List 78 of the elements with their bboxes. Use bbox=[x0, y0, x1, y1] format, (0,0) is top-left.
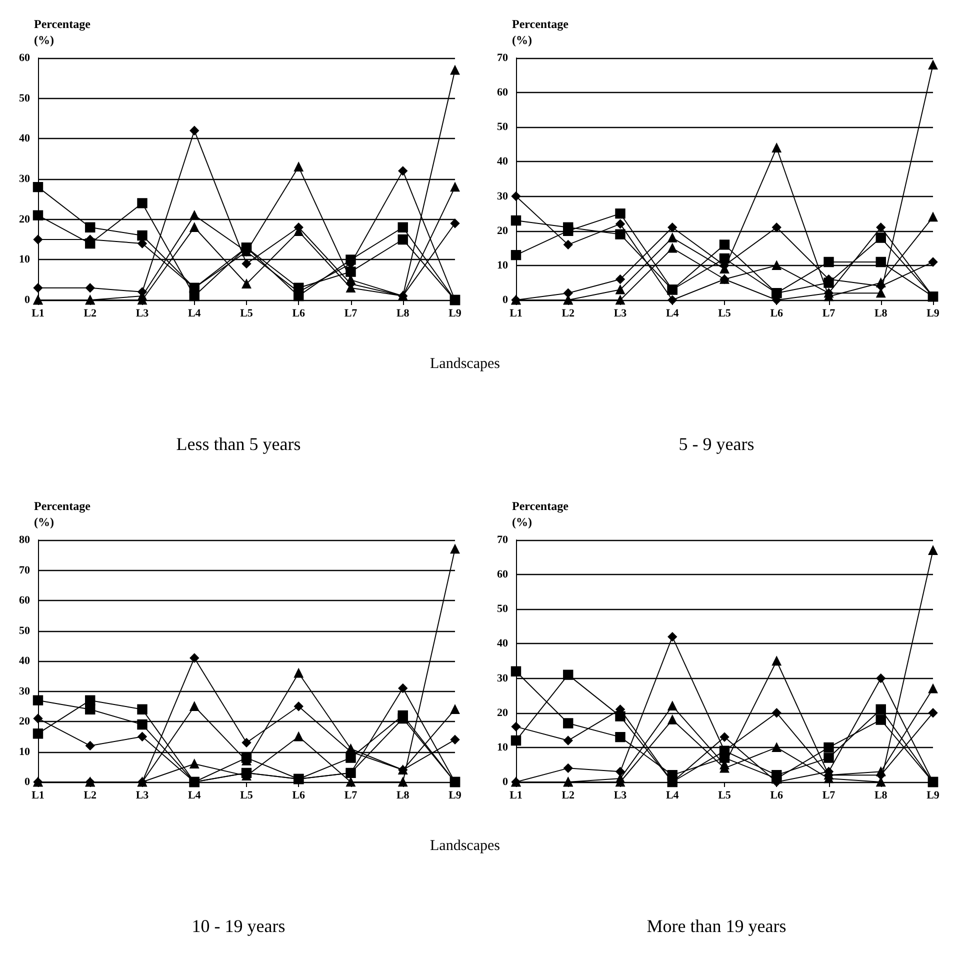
y-tick-label: 10 bbox=[497, 741, 508, 754]
y-tick-label: 50 bbox=[19, 624, 30, 637]
x-tick-label: L8 bbox=[396, 308, 410, 320]
y-tick-label: 0 bbox=[24, 776, 30, 788]
x-tick-label: L2 bbox=[84, 790, 98, 802]
y-tick-label: 60 bbox=[19, 52, 30, 64]
y-tick-label: 80 bbox=[19, 534, 30, 546]
y-tick-label: 60 bbox=[19, 594, 30, 606]
x-tick-label: L8 bbox=[874, 790, 888, 802]
y-tick-label: 20 bbox=[497, 224, 508, 237]
x-tick-label: L3 bbox=[136, 790, 150, 802]
text: 5 - 9 years bbox=[678, 434, 754, 454]
y-tick-label: 60 bbox=[497, 86, 508, 99]
x-tick-label: L5 bbox=[240, 790, 254, 802]
x-tick-label: L8 bbox=[874, 308, 888, 320]
y-tick-label: 50 bbox=[19, 92, 30, 104]
x-axis-title: Landscapes bbox=[430, 838, 500, 855]
x-tick-label: L7 bbox=[822, 790, 836, 802]
y-tick-label: 40 bbox=[497, 156, 508, 168]
y-tick-label: 30 bbox=[19, 685, 30, 698]
x-tick-label: L4 bbox=[188, 790, 202, 802]
x-tick-label: L2 bbox=[84, 308, 98, 320]
x-tick-label: L6 bbox=[770, 308, 784, 320]
y-tick-label: 20 bbox=[19, 716, 30, 728]
x-tick-label: L5 bbox=[240, 308, 254, 320]
x-tick-label: L9 bbox=[926, 790, 940, 802]
y-tick-label: 50 bbox=[497, 603, 508, 616]
x-tick-label: L2 bbox=[562, 308, 576, 320]
x-tick-label: L1 bbox=[510, 790, 522, 802]
x-tick-label: L4 bbox=[666, 790, 680, 802]
y-axis-title: Percentage (%) bbox=[34, 499, 92, 529]
y-axis-title: Percentage (%) bbox=[34, 17, 92, 47]
y-tick-label: 30 bbox=[497, 672, 508, 684]
y-tick-label: 70 bbox=[497, 534, 508, 546]
x-tick-label: L1 bbox=[32, 790, 44, 802]
x-tick-label: L7 bbox=[822, 308, 836, 320]
x-tick-label: L7 bbox=[344, 790, 358, 802]
x-tick-label: L1 bbox=[32, 308, 44, 320]
x-tick-label: L5 bbox=[718, 308, 732, 320]
x-tick-label: L3 bbox=[614, 790, 628, 802]
text: Less than 5 years bbox=[176, 434, 301, 454]
x-tick-label: L1 bbox=[510, 308, 522, 320]
x-tick-label: L9 bbox=[926, 308, 940, 320]
x-tick-label: L6 bbox=[292, 308, 306, 320]
y-tick-label: 40 bbox=[497, 638, 508, 650]
y-tick-label: 20 bbox=[497, 706, 508, 719]
x-tick-label: L3 bbox=[614, 308, 628, 320]
y-tick-label: 60 bbox=[497, 568, 508, 581]
x-tick-label: L6 bbox=[770, 790, 784, 802]
x-tick-label: L6 bbox=[292, 790, 306, 802]
y-tick-label: 40 bbox=[19, 132, 30, 145]
x-tick-label: L2 bbox=[562, 790, 576, 802]
x-tick-label: L8 bbox=[396, 790, 410, 802]
y-tick-label: 70 bbox=[497, 52, 508, 64]
y-tick-label: 10 bbox=[19, 254, 30, 266]
x-tick-label: L5 bbox=[718, 790, 732, 802]
y-tick-label: 20 bbox=[19, 213, 30, 226]
y-tick-label: 50 bbox=[497, 121, 508, 134]
text: More than 19 years bbox=[646, 916, 786, 936]
y-tick-label: 30 bbox=[497, 190, 508, 202]
y-tick-label: 10 bbox=[19, 746, 30, 758]
y-axis-title: Percentage (%) bbox=[512, 499, 570, 529]
y-tick-label: 40 bbox=[19, 655, 30, 667]
x-tick-label: L7 bbox=[344, 308, 358, 320]
x-tick-label: L9 bbox=[448, 308, 462, 320]
x-axis-title: Landscapes bbox=[430, 356, 500, 373]
x-tick-label: L9 bbox=[448, 790, 462, 802]
y-tick-label: 0 bbox=[502, 776, 508, 788]
y-tick-label: 30 bbox=[19, 173, 30, 185]
y-tick-label: 10 bbox=[497, 259, 508, 272]
x-tick-label: L3 bbox=[136, 308, 150, 320]
y-tick-label: 70 bbox=[19, 564, 30, 576]
x-tick-label: L4 bbox=[188, 308, 202, 320]
y-axis-title: Percentage (%) bbox=[512, 17, 570, 47]
y-tick-label: 0 bbox=[502, 294, 508, 306]
text: 10 - 19 years bbox=[192, 916, 286, 936]
x-tick-label: L4 bbox=[666, 308, 680, 320]
y-tick-label: 0 bbox=[24, 294, 30, 306]
